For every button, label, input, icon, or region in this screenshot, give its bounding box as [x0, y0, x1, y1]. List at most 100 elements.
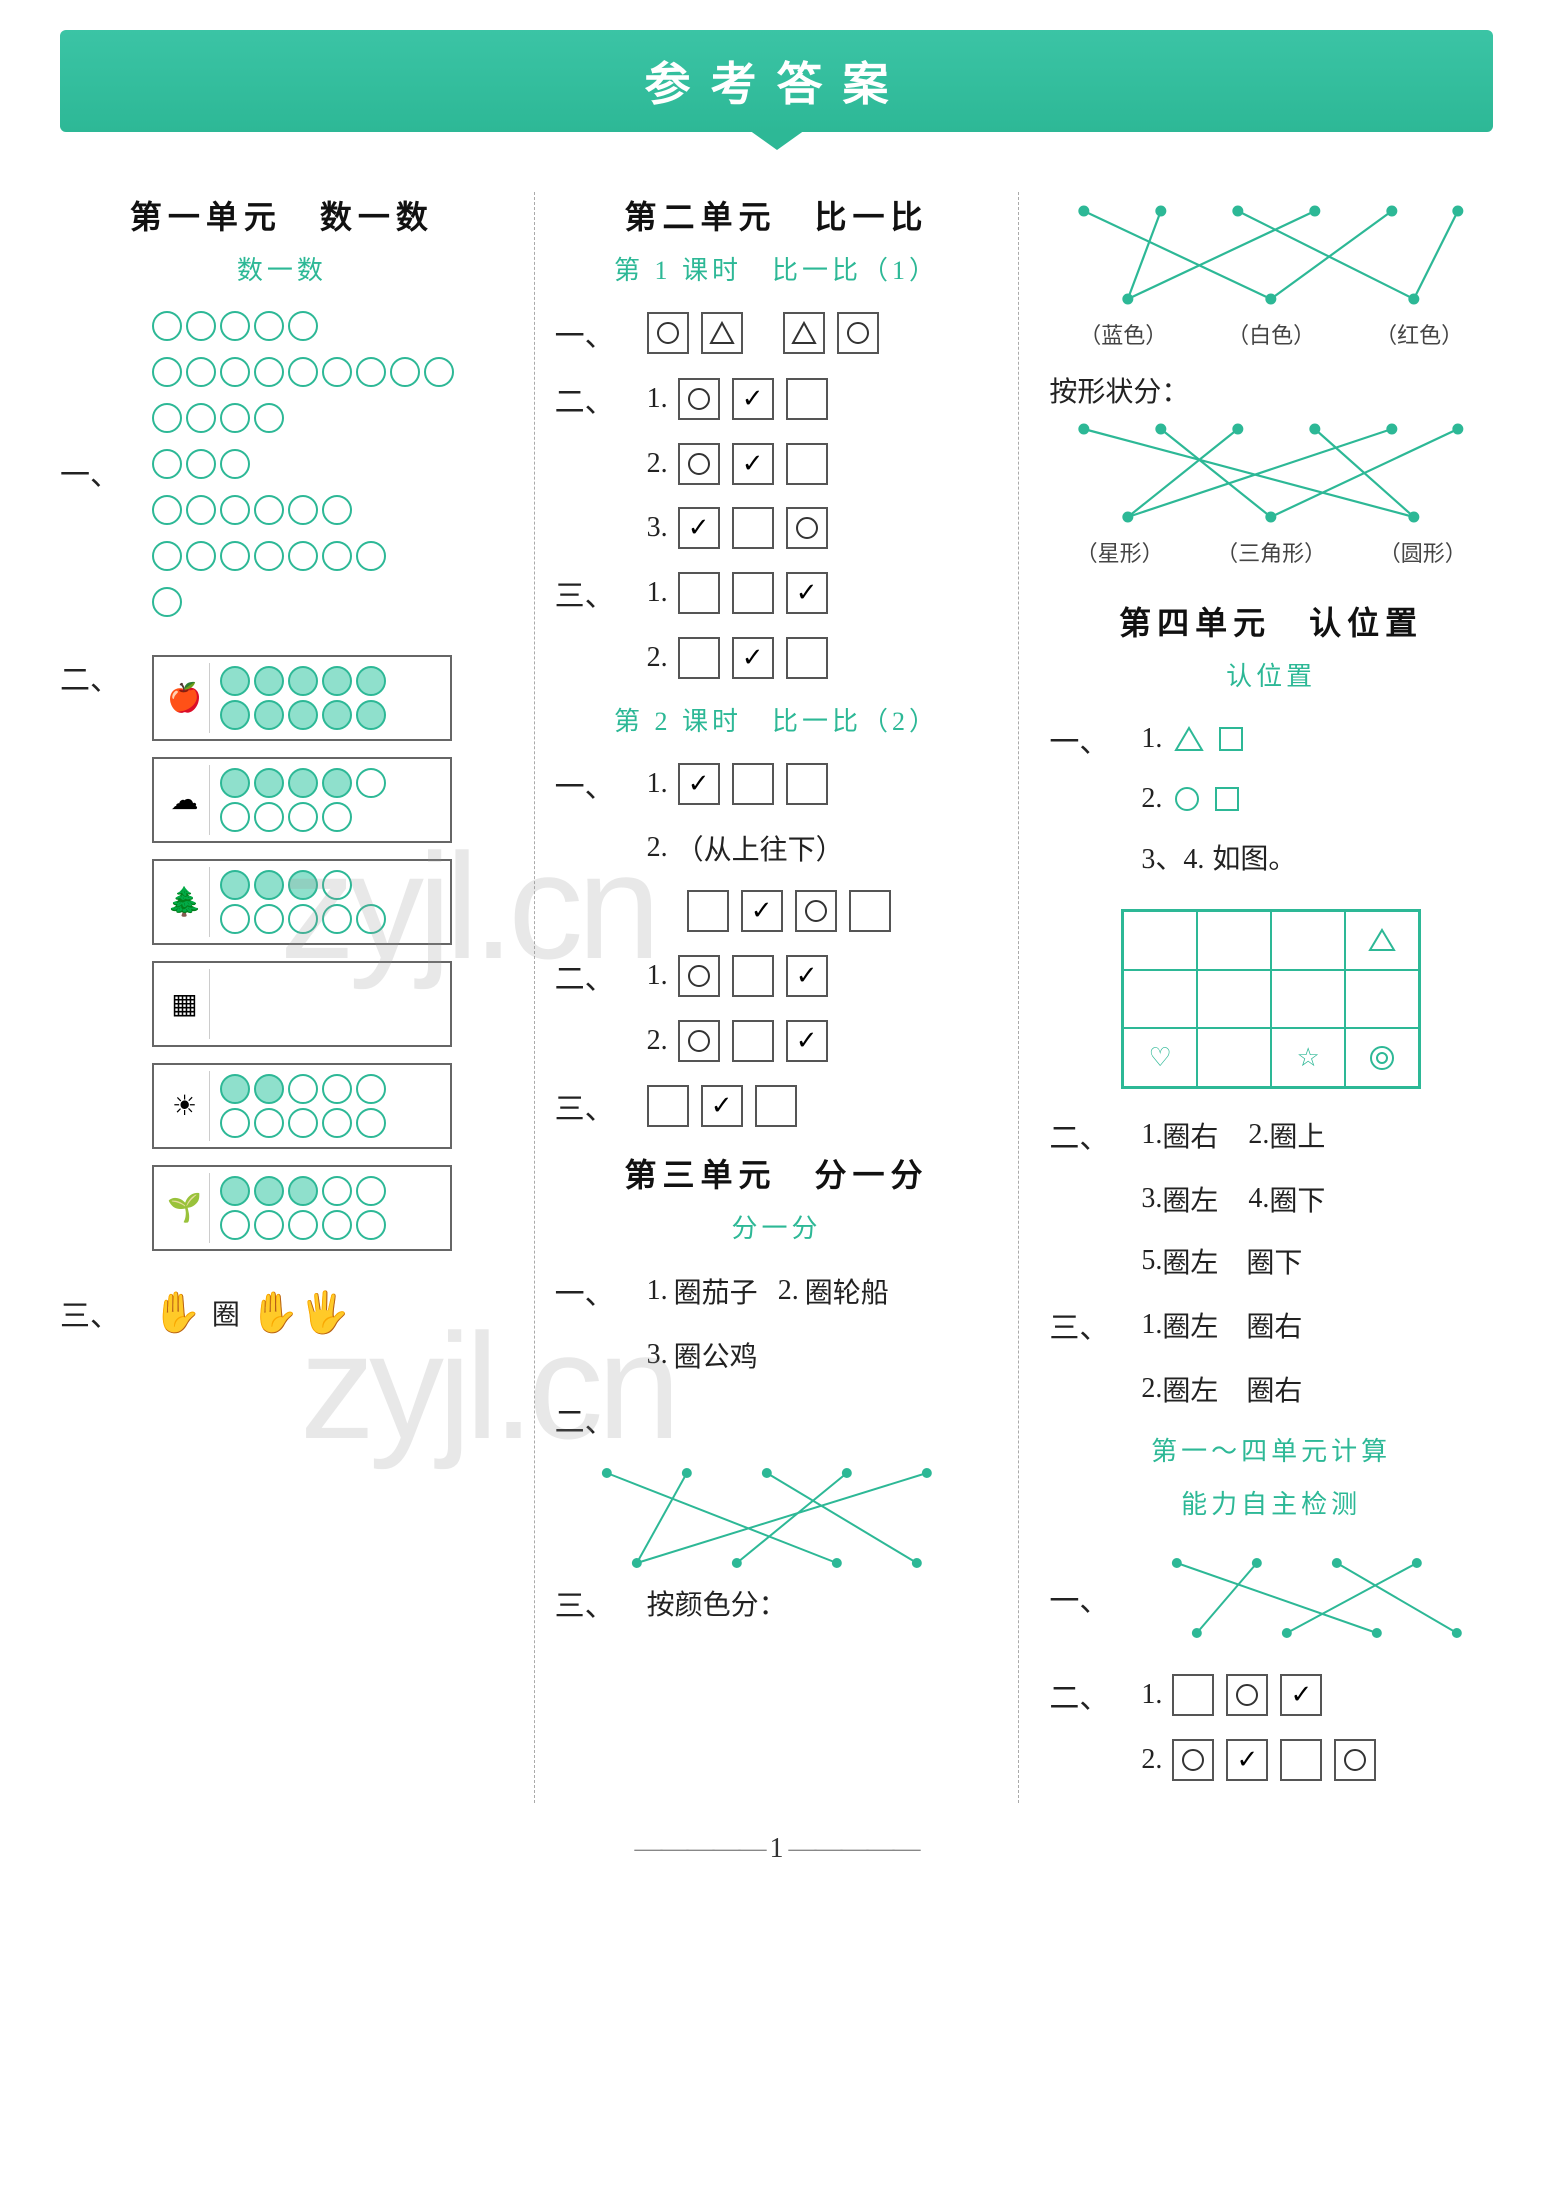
- circle-icon: [152, 449, 182, 479]
- dot-icon: [254, 1210, 284, 1240]
- circle-icon: [356, 541, 386, 571]
- dot-icon: [322, 1176, 352, 1206]
- label: （圆形）: [1379, 536, 1467, 568]
- circle-icon: [254, 495, 284, 525]
- s3q3-label: 三、: [555, 1581, 635, 1625]
- grid-cell: [1271, 970, 1345, 1029]
- q1-label: 一、: [60, 450, 140, 494]
- grid-cell: ☆: [1271, 1028, 1345, 1087]
- label: （星形）: [1076, 536, 1164, 568]
- unit2-section2: 第 2 课时 比一比（2）: [555, 701, 999, 738]
- section-label: 三、: [1049, 1303, 1129, 1347]
- circle-icon: [152, 587, 182, 617]
- dot-icon: [254, 802, 284, 832]
- grid-cell: [1345, 1028, 1419, 1087]
- answer-box: [678, 637, 720, 679]
- answer-box: ✓: [786, 572, 828, 614]
- box-row: ✓: [1172, 1739, 1376, 1781]
- unit1-section: 数一数: [60, 250, 504, 287]
- num: 1.: [1141, 723, 1162, 755]
- circle-icon: [152, 357, 182, 387]
- grid-cell: [1345, 911, 1419, 970]
- answer-box: [1226, 1674, 1268, 1716]
- circle-icon: [152, 311, 182, 341]
- item-text: 圈左 圈下: [1162, 1241, 1302, 1281]
- circle-icon: [186, 311, 216, 341]
- dot-icon: [220, 700, 250, 730]
- dot-icon: [220, 870, 250, 900]
- column-1: 第一单元 数一数 数一数 一、 二、 🍎☁🌲▦☀🌱 三、 ✋ 圈 ✋ 🖐: [60, 192, 504, 1803]
- box-row: ✓: [1172, 1674, 1322, 1716]
- label: （红色）: [1375, 318, 1463, 350]
- grid-cell: [1345, 970, 1419, 1029]
- text: 圈茄子: [674, 1271, 758, 1311]
- circle-icon: [322, 495, 352, 525]
- box-row: ✓: [678, 955, 828, 997]
- section-label: 二、: [1049, 1113, 1129, 1157]
- box-row: ✓: [647, 1085, 797, 1127]
- circle-icon: [288, 357, 318, 387]
- dot-icon: [288, 1108, 318, 1138]
- item-num: 1.: [1141, 1679, 1162, 1711]
- answer-box: [1172, 1674, 1214, 1716]
- box-row: ✓: [678, 637, 828, 679]
- answer-box: ✓: [1280, 1674, 1322, 1716]
- dot-icon: [322, 870, 352, 900]
- item-num: 2.: [1141, 1373, 1162, 1405]
- unit3-section: 分一分: [555, 1208, 999, 1245]
- item-text: 圈上: [1269, 1115, 1325, 1155]
- grid-cell: [1197, 1028, 1271, 1087]
- item-text: 圈左 圈右: [1162, 1305, 1302, 1345]
- dot-icon: [254, 700, 284, 730]
- frame-icon: 🌲: [160, 867, 210, 937]
- box-row: ✓: [678, 763, 828, 805]
- s2q3-label: 三、: [555, 1084, 635, 1128]
- answer-box: [1280, 1739, 1322, 1781]
- answer-box: ✓: [786, 1020, 828, 1062]
- color-labels: （蓝色） （白色） （红色）: [1049, 318, 1493, 350]
- label: （三角形）: [1216, 536, 1326, 568]
- circle-row: [152, 403, 454, 433]
- item-text: 圈下: [1269, 1179, 1325, 1219]
- answer-box: [795, 890, 837, 932]
- dot-icon: [288, 1210, 318, 1240]
- dot-icon: [356, 700, 386, 730]
- crosslines-diagram: [555, 1463, 999, 1573]
- page-header: 参考答案: [60, 30, 1493, 132]
- circle-icon: [220, 403, 250, 433]
- circle-icon: [186, 541, 216, 571]
- column-2: 第二单元 比一比 第 1 课时 比一比（1） 一、 二、1.✓2.✓3.✓ 三、…: [534, 192, 1020, 1803]
- hand-icon: ✋: [152, 1289, 202, 1336]
- answer-box: [837, 312, 879, 354]
- dot-icon: [356, 1176, 386, 1206]
- s3q2-label: 二、: [555, 1397, 635, 1441]
- dot-icon: [220, 1108, 250, 1138]
- answer-box: ✓: [678, 763, 720, 805]
- circle-icon: [186, 495, 216, 525]
- answer-box: ✓: [1226, 1739, 1268, 1781]
- s2q1-label: 一、: [555, 762, 635, 806]
- circle-icon: [152, 495, 182, 525]
- grid-cell: ♡: [1123, 1028, 1197, 1087]
- calc-crosslines: [1141, 1553, 1493, 1643]
- item-num: 5.: [1141, 1245, 1162, 1277]
- circle-icon: [152, 541, 182, 571]
- text: 圈公鸡: [674, 1335, 758, 1375]
- dot-icon: [356, 1210, 386, 1240]
- dot-icon: [288, 700, 318, 730]
- dot-icon: [288, 666, 318, 696]
- grid-cell: [1123, 911, 1197, 970]
- item-num: 1.: [647, 960, 668, 992]
- column-3: （蓝色） （白色） （红色） 按形状分： （星: [1049, 192, 1493, 1803]
- circle-icon: [220, 495, 250, 525]
- dot-icon: [356, 1108, 386, 1138]
- dot-icon: [322, 1210, 352, 1240]
- dot-icon: [220, 802, 250, 832]
- circle-icon: [322, 357, 352, 387]
- frame-icon: 🍎: [160, 663, 210, 733]
- page-number: 1: [60, 1833, 1493, 1865]
- answer-box: [786, 507, 828, 549]
- answer-box: ✓: [732, 443, 774, 485]
- answer-box: [786, 443, 828, 485]
- label: （蓝色）: [1079, 318, 1167, 350]
